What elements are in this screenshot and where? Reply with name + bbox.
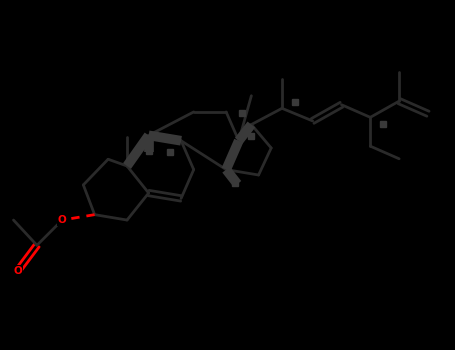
Text: O: O [14,266,22,275]
Text: O: O [58,215,66,225]
